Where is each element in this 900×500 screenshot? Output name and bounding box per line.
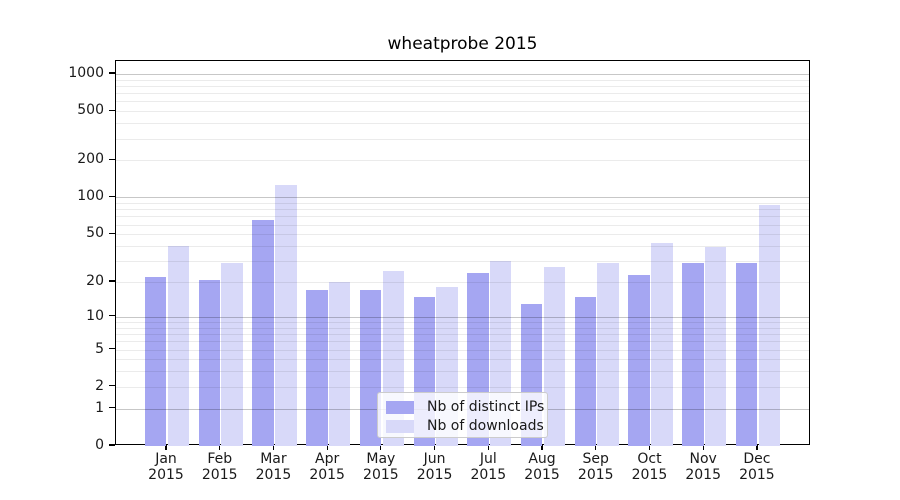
bar-oct-downloads xyxy=(651,243,673,446)
bar-nov-ips xyxy=(682,262,704,446)
x-tick-year: 2015 xyxy=(739,467,775,483)
y-tick-mark-0 xyxy=(109,444,115,446)
x-tick-label-aug: Aug 2015 xyxy=(510,451,574,483)
y-tick-mark-5 xyxy=(109,347,115,350)
bar-oct-ips xyxy=(628,274,650,446)
x-tick-label-oct: Oct 2015 xyxy=(617,451,681,483)
x-tick-month: Nov xyxy=(689,451,717,467)
x-tick-year: 2015 xyxy=(309,467,345,483)
legend-label-ips: Nb of distinct IPs xyxy=(427,399,545,415)
x-tick-label-jul: Jul 2015 xyxy=(456,451,520,483)
x-tick-month: Jul xyxy=(479,451,497,467)
x-tick-label-nov: Nov 2015 xyxy=(671,451,735,483)
bar-apr-ips xyxy=(306,290,328,446)
y-tick-mark-100 xyxy=(109,195,115,198)
x-tick-year: 2015 xyxy=(363,467,399,483)
bar-dec-downloads xyxy=(758,205,780,446)
y-tick-label-1: 1 xyxy=(95,399,104,416)
y-tick-label-1000: 1000 xyxy=(68,64,104,81)
y-tick-label-10: 10 xyxy=(86,307,104,324)
x-tick-month: Apr xyxy=(315,451,340,467)
x-tick-year: 2015 xyxy=(685,467,721,483)
x-tick-mark-sep xyxy=(595,445,597,450)
legend-item-ips: Nb of distinct IPs xyxy=(386,398,547,416)
x-tick-mark-mar xyxy=(272,445,275,450)
bar-mar-downloads xyxy=(275,184,297,446)
bar-sep-ips xyxy=(574,296,597,446)
x-tick-label-mar: Mar 2015 xyxy=(241,451,305,483)
bar-jan-downloads xyxy=(167,246,190,446)
y-tick-mark-500 xyxy=(109,109,115,111)
y-tick-mark-2 xyxy=(109,385,115,387)
bar-aug-downloads xyxy=(543,266,566,446)
x-tick-label-feb: Feb 2015 xyxy=(188,451,252,483)
x-tick-month: Jun xyxy=(423,451,446,467)
y-tick-mark-1000 xyxy=(109,72,115,74)
x-tick-mark-aug xyxy=(541,445,543,450)
x-tick-label-sep: Sep 2015 xyxy=(564,451,628,483)
x-tick-year: 2015 xyxy=(201,467,238,483)
x-tick-label-dec: Dec 2015 xyxy=(725,451,789,483)
bar-sep-downloads xyxy=(597,262,619,446)
legend-label-downloads: Nb of downloads xyxy=(427,418,544,434)
x-tick-label-apr: Apr 2015 xyxy=(295,451,359,483)
x-tick-year: 2015 xyxy=(255,467,292,483)
bars-layer xyxy=(116,61,809,446)
bar-dec-ips xyxy=(735,262,758,446)
x-tick-label-jan: Jan 2015 xyxy=(134,451,198,483)
y-tick-label-0: 0 xyxy=(95,437,104,453)
x-tick-mark-jul xyxy=(487,445,489,450)
plot-area: Nb of distinct IPs Nb of downloads xyxy=(115,60,810,446)
x-tick-month: Dec xyxy=(743,451,771,467)
y-tick-label-500: 500 xyxy=(77,102,104,119)
x-tick-mark-nov xyxy=(702,445,704,450)
x-tick-year: 2015 xyxy=(577,467,614,483)
y-tick-mark-200 xyxy=(109,158,115,160)
x-tick-mark-jun xyxy=(434,445,436,450)
y-tick-label-200: 200 xyxy=(77,151,104,168)
chart-title: wheatprobe 2015 xyxy=(387,34,538,54)
x-tick-mark-may xyxy=(380,445,382,450)
y-tick-label-50: 50 xyxy=(86,225,104,242)
x-tick-month: Aug xyxy=(528,451,556,467)
bar-nov-downloads xyxy=(704,247,727,446)
bar-feb-ips xyxy=(198,279,221,446)
x-tick-month: Oct xyxy=(637,451,662,467)
y-tick-label-2: 2 xyxy=(95,377,104,394)
x-tick-label-jun: Jun 2015 xyxy=(403,451,467,483)
y-tick-mark-50 xyxy=(109,232,115,234)
x-tick-year: 2015 xyxy=(416,467,453,483)
bar-mar-ips xyxy=(252,219,274,446)
bar-feb-downloads xyxy=(221,262,243,446)
x-tick-year: 2015 xyxy=(631,467,668,483)
bar-may-ips xyxy=(359,290,382,446)
bar-apr-downloads xyxy=(328,282,351,446)
x-tick-year: 2015 xyxy=(524,467,560,483)
bar-jan-ips xyxy=(145,277,167,446)
x-tick-mark-oct xyxy=(648,445,651,450)
x-tick-mark-jan xyxy=(165,445,167,450)
x-tick-month: May xyxy=(366,451,396,467)
y-tick-mark-1 xyxy=(109,407,115,409)
x-tick-year: 2015 xyxy=(470,467,507,483)
y-tick-mark-10 xyxy=(109,315,115,317)
x-tick-mark-apr xyxy=(326,445,328,450)
legend-item-downloads: Nb of downloads xyxy=(386,417,547,435)
legend-swatch-downloads xyxy=(386,419,414,433)
x-tick-month: Feb xyxy=(207,451,233,467)
legend: Nb of distinct IPs Nb of downloads xyxy=(377,392,548,438)
x-tick-year: 2015 xyxy=(148,467,184,483)
legend-swatch-ips xyxy=(386,400,414,414)
y-tick-label-5: 5 xyxy=(95,340,104,357)
x-tick-label-may: May 2015 xyxy=(349,451,413,483)
x-tick-month: Jan xyxy=(155,451,177,467)
y-tick-label-20: 20 xyxy=(86,273,104,290)
x-tick-mark-feb xyxy=(219,445,221,450)
y-tick-label-100: 100 xyxy=(77,188,104,205)
x-tick-month: Sep xyxy=(582,451,609,467)
x-tick-mark-dec xyxy=(756,445,758,450)
x-tick-month: Mar xyxy=(260,451,287,467)
y-tick-mark-20 xyxy=(109,280,115,282)
